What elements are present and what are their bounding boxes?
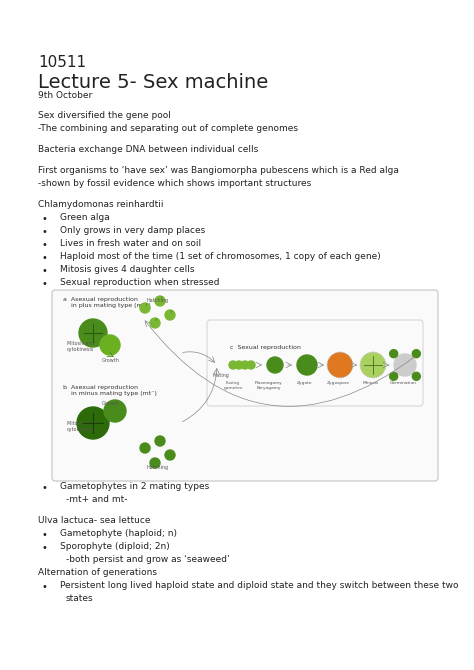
Text: Only grows in very damp places: Only grows in very damp places (60, 226, 205, 235)
Text: Lives in fresh water and on soil: Lives in fresh water and on soil (60, 239, 201, 248)
Circle shape (140, 303, 150, 313)
Text: Gametophyte (haploid; n): Gametophyte (haploid; n) (60, 529, 177, 538)
Text: Plasmogamy
Karyogamy: Plasmogamy Karyogamy (255, 381, 283, 389)
Text: •: • (41, 227, 47, 237)
Text: a  Asexual reproduction
    in plus mating type (mt⁺): a Asexual reproduction in plus mating ty… (63, 297, 151, 308)
FancyBboxPatch shape (52, 290, 438, 481)
Text: Gametophytes in 2 mating types: Gametophytes in 2 mating types (60, 482, 209, 491)
Text: c  Sexual reproduction: c Sexual reproduction (230, 345, 301, 350)
Text: Ulva lactuca- sea lettuce: Ulva lactuca- sea lettuce (38, 516, 151, 525)
Text: -shown by fossil evidence which shows important structures: -shown by fossil evidence which shows im… (38, 179, 311, 188)
Circle shape (104, 400, 126, 422)
Text: Alternation of generations: Alternation of generations (38, 568, 157, 577)
Circle shape (150, 458, 160, 468)
Text: Chlamydomonas reinhardtii: Chlamydomonas reinhardtii (38, 200, 164, 209)
Text: •: • (41, 279, 47, 289)
Text: Hatching: Hatching (147, 465, 169, 470)
Text: Mating: Mating (213, 373, 230, 378)
Circle shape (361, 353, 385, 377)
Circle shape (79, 319, 107, 347)
Circle shape (140, 443, 150, 453)
Text: Mitosis and
cytokinesis: Mitosis and cytokinesis (67, 421, 95, 431)
Text: b  Asexual reproduction
    in minus mating type (mt⁻): b Asexual reproduction in minus mating t… (63, 385, 157, 396)
Text: Lecture 5- Sex machine: Lecture 5- Sex machine (38, 73, 268, 92)
Text: First organisms to ‘have sex’ was Bangiomorpha pubescens which is a Red alga: First organisms to ‘have sex’ was Bangio… (38, 166, 399, 175)
Text: Bacteria exchange DNA between individual cells: Bacteria exchange DNA between individual… (38, 145, 258, 154)
Text: Growth: Growth (102, 358, 120, 363)
Circle shape (390, 373, 398, 381)
Text: Sporophyte (diploid; 2n): Sporophyte (diploid; 2n) (60, 542, 170, 551)
Circle shape (267, 357, 283, 373)
Circle shape (235, 361, 243, 369)
Text: •: • (41, 543, 47, 553)
Circle shape (297, 355, 317, 375)
Text: •: • (41, 253, 47, 263)
Text: Growth: Growth (102, 401, 120, 406)
Text: •: • (41, 266, 47, 276)
Text: Fusing
gametes: Fusing gametes (223, 381, 243, 389)
Text: 9th October: 9th October (38, 91, 92, 100)
Text: Zygospore: Zygospore (327, 381, 349, 385)
Text: states: states (66, 594, 94, 603)
Text: -mt+ and mt-: -mt+ and mt- (66, 495, 128, 504)
Circle shape (412, 350, 420, 358)
Text: •: • (41, 530, 47, 540)
Text: Hatching: Hatching (147, 298, 169, 303)
Text: Haploid most of the time (1 set of chromosomes, 1 copy of each gene): Haploid most of the time (1 set of chrom… (60, 252, 381, 261)
Text: Sex diversified the gene pool: Sex diversified the gene pool (38, 111, 171, 120)
Circle shape (100, 335, 120, 355)
Circle shape (77, 407, 109, 439)
Circle shape (241, 361, 249, 369)
Circle shape (247, 361, 255, 369)
Circle shape (394, 354, 416, 376)
Text: Sexual reproduction when stressed: Sexual reproduction when stressed (60, 278, 219, 287)
Circle shape (155, 436, 165, 446)
Circle shape (155, 296, 165, 306)
Text: •: • (41, 582, 47, 592)
Text: Germination: Germination (390, 381, 417, 385)
Text: •: • (41, 483, 47, 493)
Text: Persistent long lived haploid state and diploid state and they switch between th: Persistent long lived haploid state and … (60, 581, 458, 590)
Circle shape (229, 361, 237, 369)
Text: Mitosis gives 4 daughter cells: Mitosis gives 4 daughter cells (60, 265, 194, 274)
Circle shape (165, 450, 175, 460)
Circle shape (328, 353, 352, 377)
Text: 10511: 10511 (38, 55, 86, 70)
Circle shape (412, 373, 420, 381)
Text: •: • (41, 240, 47, 250)
Text: Mitosis and
cytokinesis: Mitosis and cytokinesis (67, 341, 95, 352)
Text: Meiosis: Meiosis (363, 381, 379, 385)
Text: Green alga: Green alga (60, 213, 110, 222)
Circle shape (165, 310, 175, 320)
Text: -The combining and separating out of complete genomes: -The combining and separating out of com… (38, 124, 298, 133)
Text: Zygote: Zygote (297, 381, 313, 385)
Circle shape (150, 318, 160, 328)
Text: •: • (41, 214, 47, 224)
Text: -both persist and grow as ‘seaweed’: -both persist and grow as ‘seaweed’ (66, 555, 230, 564)
Circle shape (390, 350, 398, 358)
